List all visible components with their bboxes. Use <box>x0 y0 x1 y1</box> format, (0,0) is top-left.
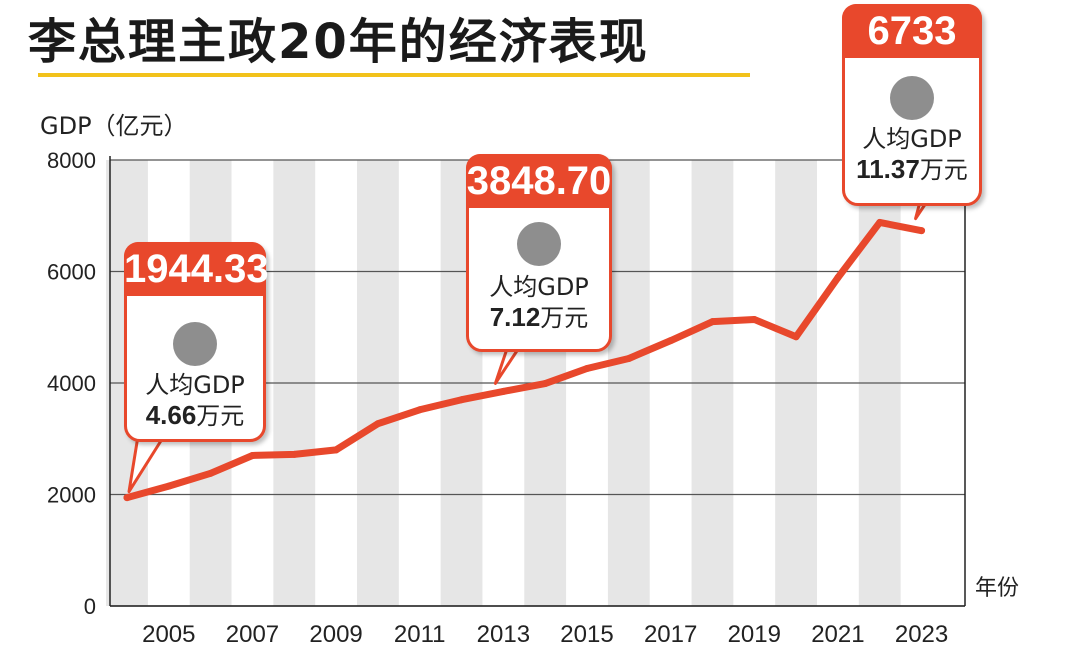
callout-gdp-value: 6733 <box>842 4 982 58</box>
gdp-series-line <box>123 218 926 502</box>
x-tick-label: 2015 <box>560 621 613 648</box>
x-tick-label: 2019 <box>728 621 781 648</box>
data-point <box>499 387 507 395</box>
callout-gdp-value: 3848.70 <box>466 154 612 208</box>
per-capita-label: 人均GDP <box>862 125 962 153</box>
data-point <box>918 227 926 235</box>
y-tick-label: 0 <box>84 594 96 619</box>
data-point <box>165 482 173 490</box>
data-point <box>416 406 424 414</box>
data-point <box>207 469 215 477</box>
x-tick-label: 2023 <box>895 621 948 648</box>
data-point <box>123 494 131 502</box>
data-point <box>750 315 758 323</box>
data-point <box>290 450 298 458</box>
per-capita-value: 4.66万元 <box>145 400 245 430</box>
data-point <box>583 365 591 373</box>
per-capita-value: 11.37万元 <box>856 154 968 184</box>
callout-2004: 1944.33 人均GDP 4.66万元 <box>124 242 269 442</box>
x-tick-label: 2021 <box>811 621 864 648</box>
chart-title: 李总理主政20年的经济表现 <box>28 14 649 70</box>
y-tick-label: 8000 <box>47 148 96 173</box>
x-tick-label: 2013 <box>477 621 530 648</box>
data-point <box>332 446 340 454</box>
title-underline <box>38 73 750 77</box>
data-point <box>834 274 842 282</box>
y-tick-label: 4000 <box>47 371 96 396</box>
data-point <box>248 451 256 459</box>
per-capita-value: 7.12万元 <box>489 302 589 332</box>
data-point <box>667 337 675 345</box>
y-tick-label: 6000 <box>47 260 96 285</box>
person-dot-icon <box>517 222 561 266</box>
data-point <box>458 396 466 404</box>
data-point <box>625 354 633 362</box>
data-point <box>876 218 884 226</box>
callout-gdp-value: 1944.33 <box>124 242 269 296</box>
callout-2023: 6733 人均GDP 11.37万元 <box>842 4 982 206</box>
x-tick-label: 2009 <box>309 621 362 648</box>
x-axis-unit: 年份 <box>975 576 1020 601</box>
person-dot-icon <box>890 76 934 120</box>
callout-2013: 3848.70 人均GDP 7.12万元 <box>466 154 612 352</box>
x-tick-label: 2017 <box>644 621 697 648</box>
data-point <box>792 333 800 341</box>
y-tick-label: 2000 <box>47 483 96 508</box>
x-tick-label: 2011 <box>394 621 446 648</box>
data-point <box>541 380 549 388</box>
person-dot-icon <box>173 322 217 366</box>
data-point <box>708 318 716 326</box>
data-point <box>374 420 382 428</box>
x-tick-label: 2005 <box>142 621 195 648</box>
y-axis-label: GDP（亿元） <box>40 112 188 140</box>
per-capita-label: 人均GDP <box>489 273 589 301</box>
x-tick-label: 2007 <box>226 621 279 648</box>
per-capita-label: 人均GDP <box>145 371 245 399</box>
